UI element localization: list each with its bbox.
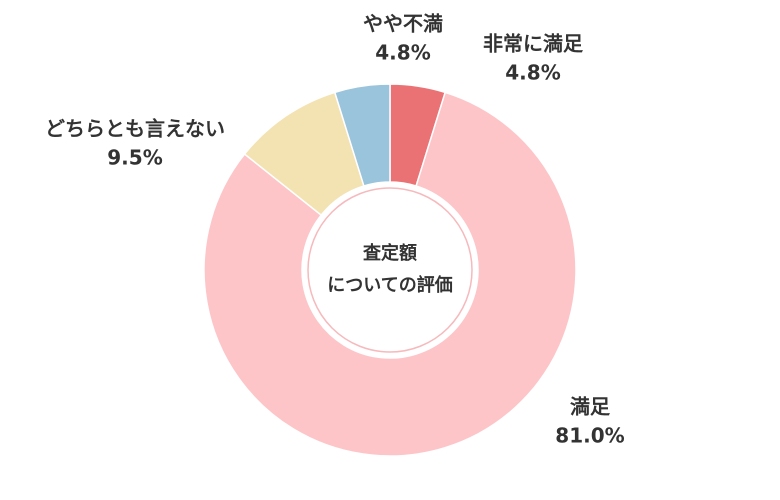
slice-label: やや不満 [363, 12, 443, 36]
center-label: についての評価 [327, 274, 452, 296]
slice-label: どちらとも言えない [45, 117, 225, 141]
slice-value: 81.0% [555, 424, 624, 448]
center-label: 査定額 [363, 242, 417, 264]
slice-label: 満足 [570, 395, 611, 419]
slice-value: 4.8% [505, 61, 560, 85]
slice-value: 9.5% [107, 146, 162, 170]
slice-value: 4.8% [375, 41, 430, 65]
center-hole [302, 182, 478, 358]
center-ring [307, 187, 473, 353]
slice-label: 非常に満足 [483, 32, 584, 56]
